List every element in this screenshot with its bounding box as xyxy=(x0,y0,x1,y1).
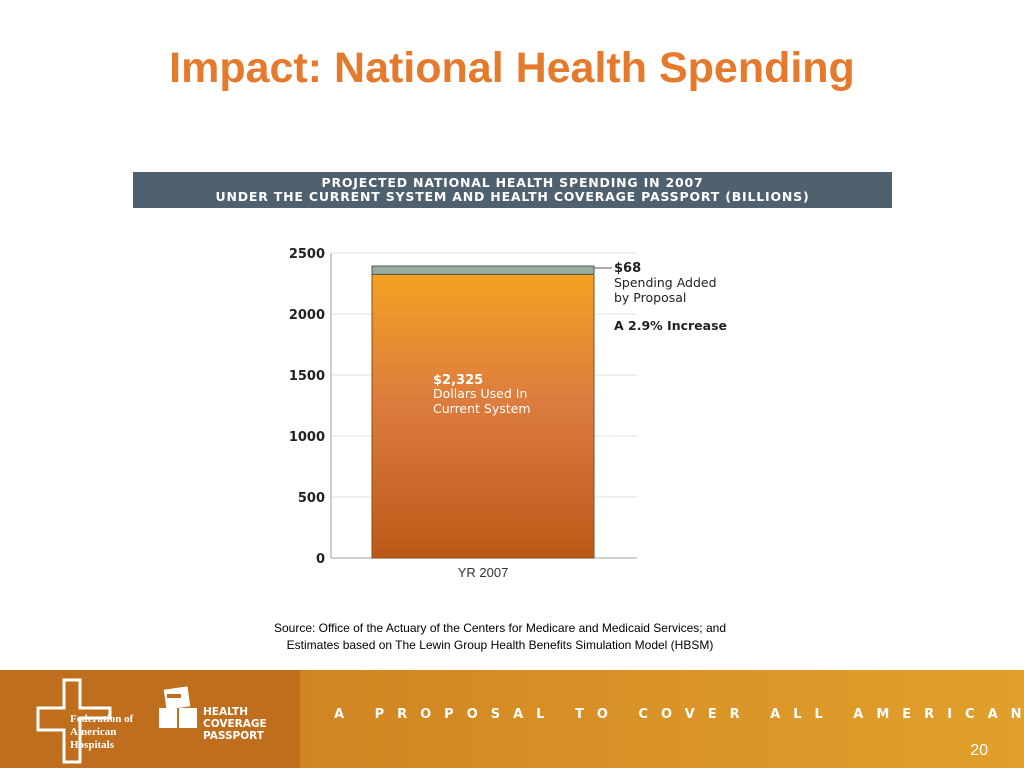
y-tick-label: 1000 xyxy=(289,430,325,445)
bar-current-system xyxy=(371,273,595,559)
bar-added-spending xyxy=(371,265,595,275)
y-tick-label: 2500 xyxy=(289,247,325,262)
y-tick-label: 1500 xyxy=(289,369,325,384)
product-line-2: COVERAGE xyxy=(203,718,267,730)
source-note: Source: Office of the Actuary of the Cen… xyxy=(150,620,850,654)
added-desc-line-2: by Proposal xyxy=(614,290,686,305)
passport-logo-icon xyxy=(159,686,197,728)
chart-title-line-1: PROJECTED NATIONAL HEALTH SPENDING IN 20… xyxy=(321,175,704,190)
source-line-2: Estimates based on The Lewin Group Healt… xyxy=(286,638,714,652)
org-line-1: Federation of xyxy=(70,713,134,725)
chart: 0 500 1000 1500 2000 2500 YR 2007 $2,325 Doll… xyxy=(289,247,727,580)
x-category-label: YR 2007 xyxy=(458,565,509,580)
passport-logo-text: HEALTH COVERAGE PASSPORT xyxy=(203,706,267,742)
org-line-3: Hospitals xyxy=(70,739,115,751)
y-tick-label: 2000 xyxy=(289,308,325,323)
federation-cross-logo-icon xyxy=(36,678,112,764)
y-tick-label: 500 xyxy=(298,491,325,506)
page-number: 20 xyxy=(970,742,988,759)
base-bar-label: $2,325 Dollars Used In Current System xyxy=(433,373,531,416)
source-line-1: Source: Office of the Actuary of the Cen… xyxy=(273,621,726,635)
footer-band: Federation of American Hospitals HEALTH … xyxy=(0,670,1024,768)
bars xyxy=(371,265,595,559)
federation-logo-text: Federation of American Hospitals xyxy=(70,713,133,752)
added-desc-line-1: Spending Added xyxy=(614,275,717,290)
base-bar-desc-line-1: Dollars Used In xyxy=(433,386,527,401)
added-spending-label: $68 Spending Added by Proposal A 2.9% In… xyxy=(614,261,727,333)
chart-title-line-2: UNDER THE CURRENT SYSTEM AND HEALTH COVE… xyxy=(215,189,810,204)
y-tick-label: 0 xyxy=(316,552,325,567)
base-bar-desc-line-2: Current System xyxy=(433,401,531,416)
footer-logo-panel xyxy=(0,670,300,768)
footer-tagline: A PROPOSAL TO COVER ALL AMERICANS xyxy=(334,707,1024,722)
chart-title-banner: PROJECTED NATIONAL HEALTH SPENDING IN 20… xyxy=(133,172,892,208)
product-line-1: HEALTH xyxy=(203,706,248,718)
product-line-3: PASSPORT xyxy=(203,730,264,742)
slide-title: Impact: National Health Spending xyxy=(169,44,855,92)
org-line-2: American xyxy=(70,726,117,738)
increase-annotation: A 2.9% Increase xyxy=(614,318,727,333)
base-bar-value-label: $2,325 xyxy=(433,373,483,388)
added-value-label: $68 xyxy=(614,261,641,276)
y-tick-labels: 0 500 1000 1500 2000 2500 xyxy=(289,247,325,567)
